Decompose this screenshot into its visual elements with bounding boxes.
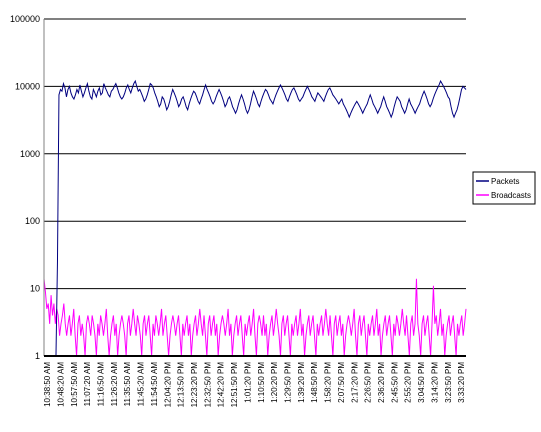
x-tick-label: 2:45:50 PM [390,362,399,403]
x-tick-label: 1:29:50 PM [283,362,292,403]
x-tick-label: 11:16:50 AM [97,362,106,407]
x-tick-label: 12:32:50 PM [203,362,212,408]
x-tick-label: 11:26:20 AM [110,362,119,407]
x-tick-label: 1:39:20 PM [297,362,306,403]
series-line-packets [44,79,467,357]
x-tick-label: 10:57:50 AM [70,362,79,407]
x-tick-label: 12:13:50 PM [177,362,186,408]
legend-box [472,171,536,205]
x-tick-labels: 10:38:50 AM 10:48:20 AM 10:57:50 AM 11:07:2… [43,362,466,408]
series-line-broadcasts [43,278,467,357]
x-tick-label: 10:48:20 AM [56,362,65,407]
x-tick-label: 2:26:50 PM [364,362,373,403]
x-tick-label: 2:36:20 PM [377,362,386,403]
x-tick-label: 3:14:20 PM [430,362,439,403]
legend: Packets Broadcasts [472,171,536,205]
x-tick-label: 11:54:50 AM [150,362,159,407]
x-tick-label: 12:42:20 PM [217,362,226,408]
x-tick-label: 2:07:50 PM [337,362,346,403]
x-tick-label: 3:33:20 PM [457,362,466,403]
x-tick-label: 12:51:50 PM [230,362,239,408]
x-tick-label: 11:07:20 AM [83,362,92,407]
y-tick-label: 10 [30,284,40,294]
x-tick-label: 11:35:50 AM [123,362,132,407]
axes [43,19,466,357]
y-tick-label: 1 [35,351,40,361]
gridlines [44,18,466,290]
x-tick-label: 12:23:20 PM [190,362,199,408]
x-tick-label: 1:58:20 PM [324,362,333,403]
legend-label: Packets [491,177,519,186]
x-tick-label: 2:17:20 PM [350,362,359,403]
series-layer [43,79,467,357]
x-tick-label: 1:20:20 PM [270,362,279,403]
x-tick-label: 1:10:50 PM [257,362,266,403]
y-tick-labels: 1 10 100 1000 10000 100000 [10,14,40,361]
y-tick-label: 100 [25,216,40,226]
x-tick-label: 2:55:20 PM [404,362,413,403]
y-tick-label: 100000 [10,14,40,24]
legend-label: Broadcasts [491,191,531,200]
x-tick-label: 1:01:20 PM [243,362,252,403]
y-tick-label: 10000 [15,81,40,91]
x-tick-label: 1:48:50 PM [310,362,319,403]
x-tick-label: 3:04:50 PM [417,362,426,403]
x-tick-label: 12:04:20 PM [163,362,172,408]
x-tick-label: 3:23:50 PM [444,362,453,403]
x-tick-label: 11:45:20 AM [137,362,146,407]
x-tick-label: 10:38:50 AM [43,362,52,407]
y-tick-label: 1000 [20,149,40,159]
